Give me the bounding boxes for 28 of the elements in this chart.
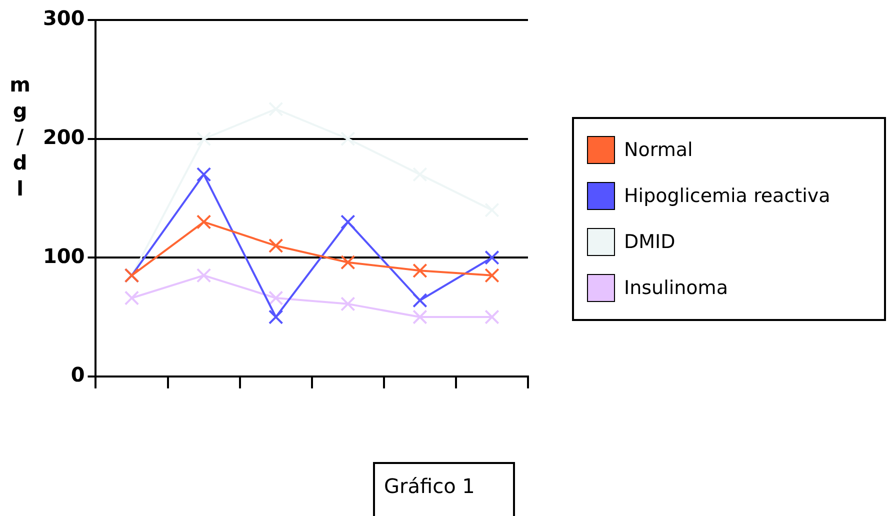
point xyxy=(340,131,356,146)
point xyxy=(484,250,500,265)
point xyxy=(484,268,500,283)
legend-label: DMID xyxy=(624,231,676,253)
y-tick-label: 0 xyxy=(70,362,85,387)
point xyxy=(268,310,284,324)
point xyxy=(412,310,428,324)
y-tick-label: 100 xyxy=(43,244,85,268)
legend-label: Hipoglicemia reactiva xyxy=(624,185,830,207)
y-axis-title: mg/dl xyxy=(10,72,30,200)
y-tick-label: 300 xyxy=(43,6,85,30)
point xyxy=(196,167,212,182)
text: Gráfico 1 xyxy=(384,474,475,498)
point xyxy=(268,238,284,254)
point xyxy=(196,131,212,146)
point xyxy=(124,290,140,306)
point xyxy=(268,290,284,306)
point xyxy=(412,293,428,308)
point xyxy=(196,268,212,283)
legend-label: Normal xyxy=(624,139,693,161)
point xyxy=(340,214,356,230)
point xyxy=(340,296,356,312)
y-tick-label: 200 xyxy=(43,125,85,150)
point xyxy=(196,214,212,230)
point xyxy=(340,254,356,270)
legend-label: Insulinoma xyxy=(624,277,728,299)
point xyxy=(484,310,500,324)
point xyxy=(412,263,428,278)
